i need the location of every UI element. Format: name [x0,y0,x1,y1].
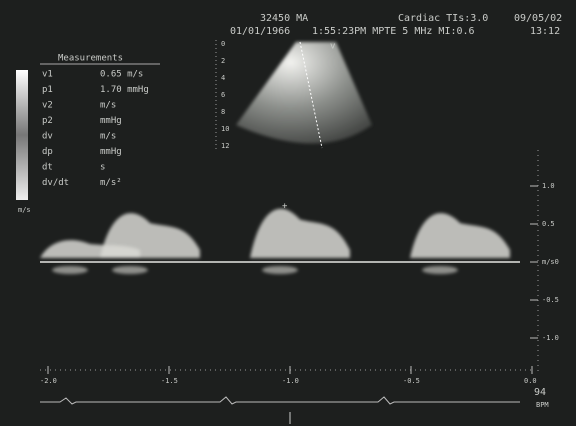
measurement-value: 1.70 mmHg [100,85,149,95]
measurement-value: s [100,163,105,173]
patient-id: 32450 MA [260,13,308,24]
heart-rate-unit: BPM [536,401,549,409]
measurement-label: p1 [42,85,53,95]
depth-label: 10 [221,125,229,133]
mode: Cardiac TIs:3.0 [398,13,488,24]
reverse-flow [112,266,148,274]
depth-label: 4 [221,74,225,82]
ultrasound-screen: 32450 MA Cardiac TIs:3.0 09/05/02 01/01/… [0,0,576,426]
measurements-title: Measurements [58,54,123,64]
reverse-flow [52,266,88,274]
measurement-label: dt [42,163,53,173]
depth-label: 8 [221,108,225,116]
depth-label: 6 [221,91,225,99]
time-label: -1.5 [161,377,178,385]
reverse-flow [262,266,298,274]
sector-marker: v [330,42,335,52]
measurement-value: mmHg [100,116,122,126]
reverse-flow [422,266,458,274]
time-label: -2.0 [40,377,57,385]
depth-label: 0 [221,40,225,48]
color-bar-unit: m/s [18,206,31,214]
caliper: + [282,202,288,212]
measurement-value: m/s² [100,178,122,188]
velocity-label: -1.0 [542,334,559,342]
velocity-label: 0.5 [542,220,555,228]
measurement-label: dv [42,132,53,142]
time-label: -1.0 [282,377,299,385]
depth-label: 12 [221,142,229,150]
date: 09/05/02 [514,13,562,24]
time-label: -0.5 [403,377,420,385]
velocity-label: -0.5 [542,296,559,304]
time-label: 0.0 [524,377,537,385]
settings: 1:55:23PM MPTE 5 MHz MI:0.6 [312,26,475,37]
velocity-label: 1.0 [542,182,555,190]
measurement-label: v1 [42,70,53,80]
measurement-value: m/s [100,132,116,142]
measurement-label: p2 [42,116,53,126]
velocity-label: m/s0 [542,258,559,266]
measurement-value: 0.65 m/s [100,70,143,80]
depth-label: 2 [221,57,225,65]
heart-rate: 94 [534,387,546,398]
measurement-value: mmHg [100,147,122,157]
measurement-label: dv/dt [42,178,69,188]
color-bar [16,70,28,200]
measurement-label: dp [42,147,53,157]
measurement-value: m/s [100,101,116,111]
birth-date: 01/01/1966 [230,26,290,37]
measurement-label: v2 [42,101,53,111]
clock: 13:12 [530,26,560,37]
